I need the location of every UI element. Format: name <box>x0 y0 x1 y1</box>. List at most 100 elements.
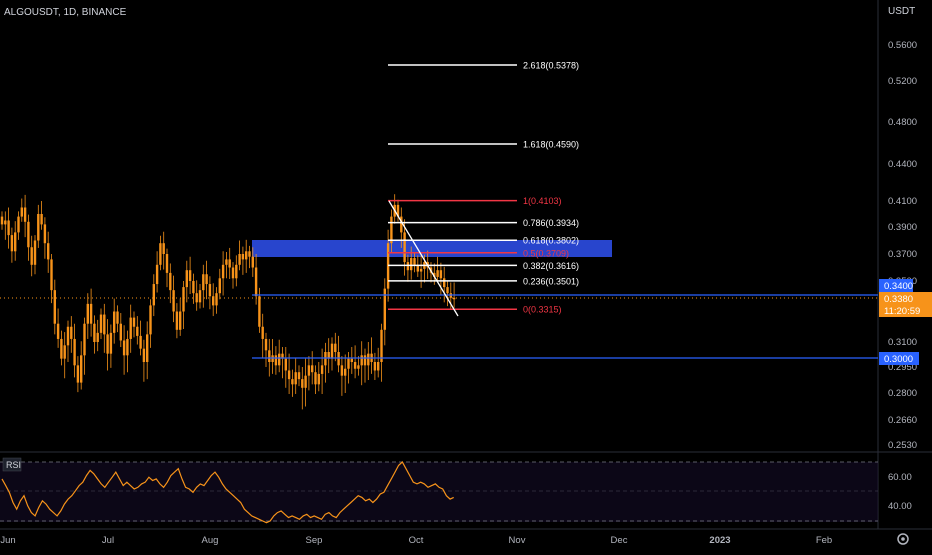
support-badge <box>879 352 919 365</box>
candle-body <box>291 379 294 385</box>
supply-zone[interactable] <box>252 240 612 257</box>
settings-gear-icon[interactable] <box>897 533 909 545</box>
candle-body <box>452 297 456 300</box>
candle-body <box>116 311 119 324</box>
candle-body <box>446 287 449 294</box>
last-price-badge <box>879 292 932 317</box>
price-tick-label: 0.2800 <box>888 388 917 399</box>
candle-body <box>212 296 215 306</box>
candle-body <box>304 375 307 388</box>
candle-body <box>122 340 126 356</box>
price-tick-label: 0.5600 <box>888 40 917 51</box>
fib-levels-group[interactable]: 2.618(0.5378) 1.618(0.4590) 1(0.4103) 0.786… <box>388 60 579 315</box>
price-tick-label: 0.4400 <box>888 159 917 170</box>
candle-body <box>271 355 274 362</box>
candle-body <box>33 240 37 265</box>
candle-body <box>231 267 235 279</box>
candle-body <box>96 332 99 342</box>
candle-body <box>327 352 330 359</box>
candle-body <box>86 303 89 324</box>
candle-body <box>136 326 139 336</box>
candle-body <box>403 232 406 263</box>
candle-body <box>218 278 221 294</box>
candle-body <box>47 243 50 260</box>
candle-body <box>129 317 132 339</box>
candle-body <box>235 264 238 279</box>
candle-body <box>7 220 10 236</box>
candle-body <box>126 338 129 356</box>
candle-body <box>152 284 155 306</box>
candle-body <box>337 352 340 366</box>
rsi-tick-label: 40.00 <box>888 501 912 512</box>
candle-body <box>93 323 96 342</box>
fib-label: 1.618(0.4590) <box>523 140 579 150</box>
candle-body <box>357 365 360 369</box>
candle-body <box>63 345 66 359</box>
candle-body <box>76 365 80 383</box>
candle-body <box>314 372 317 385</box>
trend-line[interactable] <box>388 200 459 317</box>
candle-body <box>410 258 413 271</box>
candle-body <box>400 216 403 233</box>
candle-body <box>208 284 212 297</box>
candle-body <box>347 358 350 369</box>
candle-body <box>396 204 400 217</box>
candle-body <box>254 267 258 297</box>
price-tick-label: 0.5200 <box>888 76 917 87</box>
candle-body <box>20 207 23 217</box>
price-tick-label: 0.2660 <box>888 415 917 426</box>
main-pane[interactable] <box>0 0 878 452</box>
rsi-tick-label: 60.00 <box>888 472 912 483</box>
time-tick-label: Sep <box>306 535 323 546</box>
time-tick-label: Jul <box>102 535 114 546</box>
resistance-badge <box>879 279 913 292</box>
candle-body <box>294 372 297 385</box>
candle-body <box>436 270 439 277</box>
candle-body <box>40 214 43 225</box>
time-tick-label: Nov <box>509 535 526 546</box>
candle-body <box>27 221 30 248</box>
fib-label: 0.5(0.3709) <box>523 248 569 258</box>
candle-body <box>344 368 347 376</box>
candle-body <box>320 365 324 374</box>
candle-body <box>274 355 278 366</box>
candle-body <box>330 343 334 359</box>
candle-body <box>80 355 83 383</box>
candle-body <box>353 362 357 369</box>
candle-body <box>281 353 284 359</box>
candle-body <box>363 355 367 366</box>
rsi-label: RSI <box>6 460 21 470</box>
candle-body <box>264 338 268 351</box>
candle-body <box>132 317 136 327</box>
candle-body <box>23 207 27 222</box>
price-tick-label: 0.3100 <box>888 337 917 348</box>
candle-body <box>185 270 188 288</box>
candle-body <box>106 334 109 354</box>
price-tick-label: 0.4100 <box>888 196 917 207</box>
candle-body <box>53 290 56 324</box>
candle-body <box>10 235 14 252</box>
fib-label: 1(0.4103) <box>523 196 562 206</box>
rsi-label-box[interactable] <box>2 457 22 472</box>
candle-body <box>175 311 179 330</box>
candle-body <box>109 332 113 354</box>
candle-body <box>146 334 149 362</box>
candle-body <box>350 358 353 362</box>
candle-body <box>14 232 17 252</box>
time-tick-label: 2023 <box>709 535 730 546</box>
candle-body <box>155 264 159 285</box>
candle-body <box>238 254 241 265</box>
candle-body <box>251 256 254 268</box>
candle-body <box>169 272 172 291</box>
candle-body <box>139 335 142 349</box>
candle-body <box>188 270 192 281</box>
price-tick-label: 0.4800 <box>888 117 917 128</box>
candle-body <box>383 288 386 330</box>
fib-label: 0.382(0.3616) <box>523 261 579 271</box>
fib-label: 0.618(0.3802) <box>523 236 579 246</box>
time-axis[interactable]: Jun Jul Aug Sep Oct Nov Dec 2023 Feb <box>0 535 832 546</box>
candle-body <box>215 293 218 306</box>
price-axis[interactable]: 0.5600 0.5200 0.4800 0.4400 0.4100 0.3900 0.37… <box>888 40 917 451</box>
